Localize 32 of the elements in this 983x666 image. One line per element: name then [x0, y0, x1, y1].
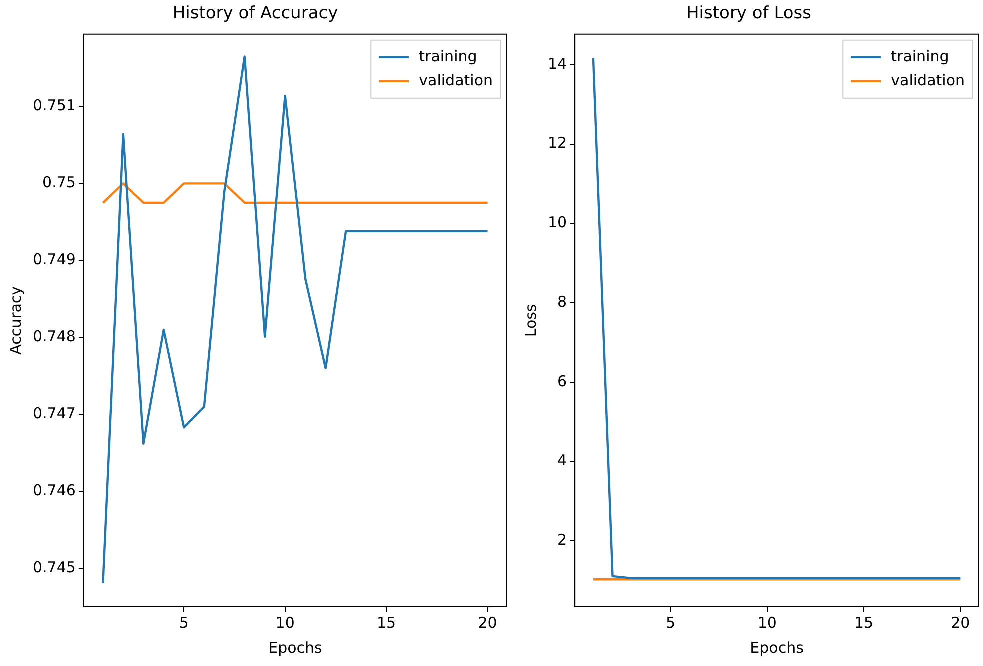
x-tick-label: 10 — [758, 614, 777, 632]
y-tick-label: 0.748 — [32, 328, 76, 346]
y-tick-label: 0.751 — [32, 96, 76, 115]
x-tick-label: 20 — [951, 614, 970, 632]
x-axis-title: Epochs — [268, 638, 323, 657]
legend-label: validation — [891, 71, 966, 90]
x-tick-label: 15 — [377, 614, 396, 632]
y-tick-label: 0.75 — [42, 174, 76, 192]
y-tick-label: 0.747 — [32, 404, 76, 422]
chart-title: History of Loss — [686, 4, 812, 24]
y-tick-label: 0.749 — [32, 250, 76, 269]
x-tick-label: 15 — [854, 614, 874, 632]
x-tick-label: 5 — [666, 614, 676, 632]
y-axis-title: Loss — [522, 304, 540, 338]
legend-label: validation — [419, 71, 494, 90]
x-tick-label: 20 — [478, 614, 498, 632]
x-tick-label: 10 — [276, 614, 295, 632]
y-tick-label: 4 — [558, 452, 568, 470]
y-tick-label: 12 — [548, 134, 568, 152]
y-tick-label: 6 — [558, 372, 568, 390]
y-axis-title: Accuracy — [6, 286, 25, 355]
legend-label: training — [419, 47, 478, 66]
y-tick-label: 8 — [558, 292, 568, 311]
y-tick-label: 10 — [548, 214, 568, 232]
y-tick-label: 2 — [558, 531, 568, 550]
x-axis-title: Epochs — [750, 638, 804, 657]
legend-label: training — [891, 47, 950, 66]
chart-title: History of Accuracy — [172, 4, 338, 24]
x-tick-label: 5 — [179, 614, 189, 632]
y-tick-label: 0.746 — [32, 481, 76, 500]
y-tick-label: 14 — [548, 54, 568, 73]
y-tick-label: 0.745 — [32, 558, 76, 576]
